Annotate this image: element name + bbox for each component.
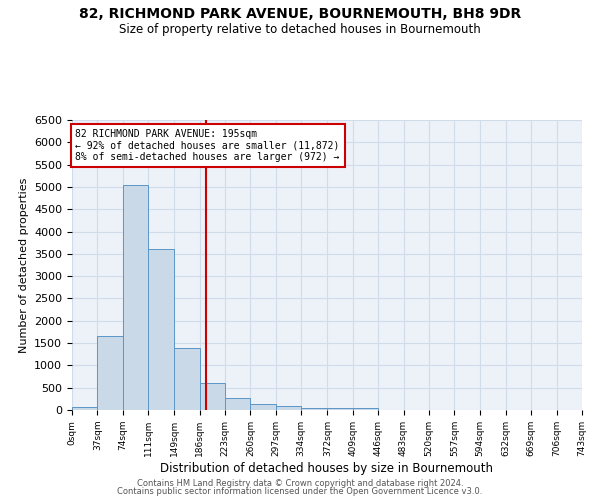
Bar: [174, 348, 200, 410]
Bar: [97, 336, 123, 410]
Bar: [276, 406, 301, 410]
X-axis label: Distribution of detached houses by size in Bournemouth: Distribution of detached houses by size …: [161, 462, 493, 474]
Text: Contains HM Land Registry data © Crown copyright and database right 2024.: Contains HM Land Registry data © Crown c…: [137, 478, 463, 488]
Y-axis label: Number of detached properties: Number of detached properties: [19, 178, 29, 352]
Bar: [250, 404, 276, 410]
Text: 82, RICHMOND PARK AVENUE, BOURNEMOUTH, BH8 9DR: 82, RICHMOND PARK AVENUE, BOURNEMOUTH, B…: [79, 8, 521, 22]
Bar: [200, 383, 225, 410]
Bar: [301, 408, 328, 410]
Bar: [353, 408, 378, 410]
Bar: [123, 184, 148, 410]
Text: 82 RICHMOND PARK AVENUE: 195sqm
← 92% of detached houses are smaller (11,872)
8%: 82 RICHMOND PARK AVENUE: 195sqm ← 92% of…: [76, 129, 340, 162]
Bar: [328, 408, 353, 410]
Bar: [72, 406, 97, 410]
Text: Size of property relative to detached houses in Bournemouth: Size of property relative to detached ho…: [119, 22, 481, 36]
Bar: [225, 398, 250, 410]
Bar: [148, 250, 174, 410]
Text: Contains public sector information licensed under the Open Government Licence v3: Contains public sector information licen…: [118, 487, 482, 496]
